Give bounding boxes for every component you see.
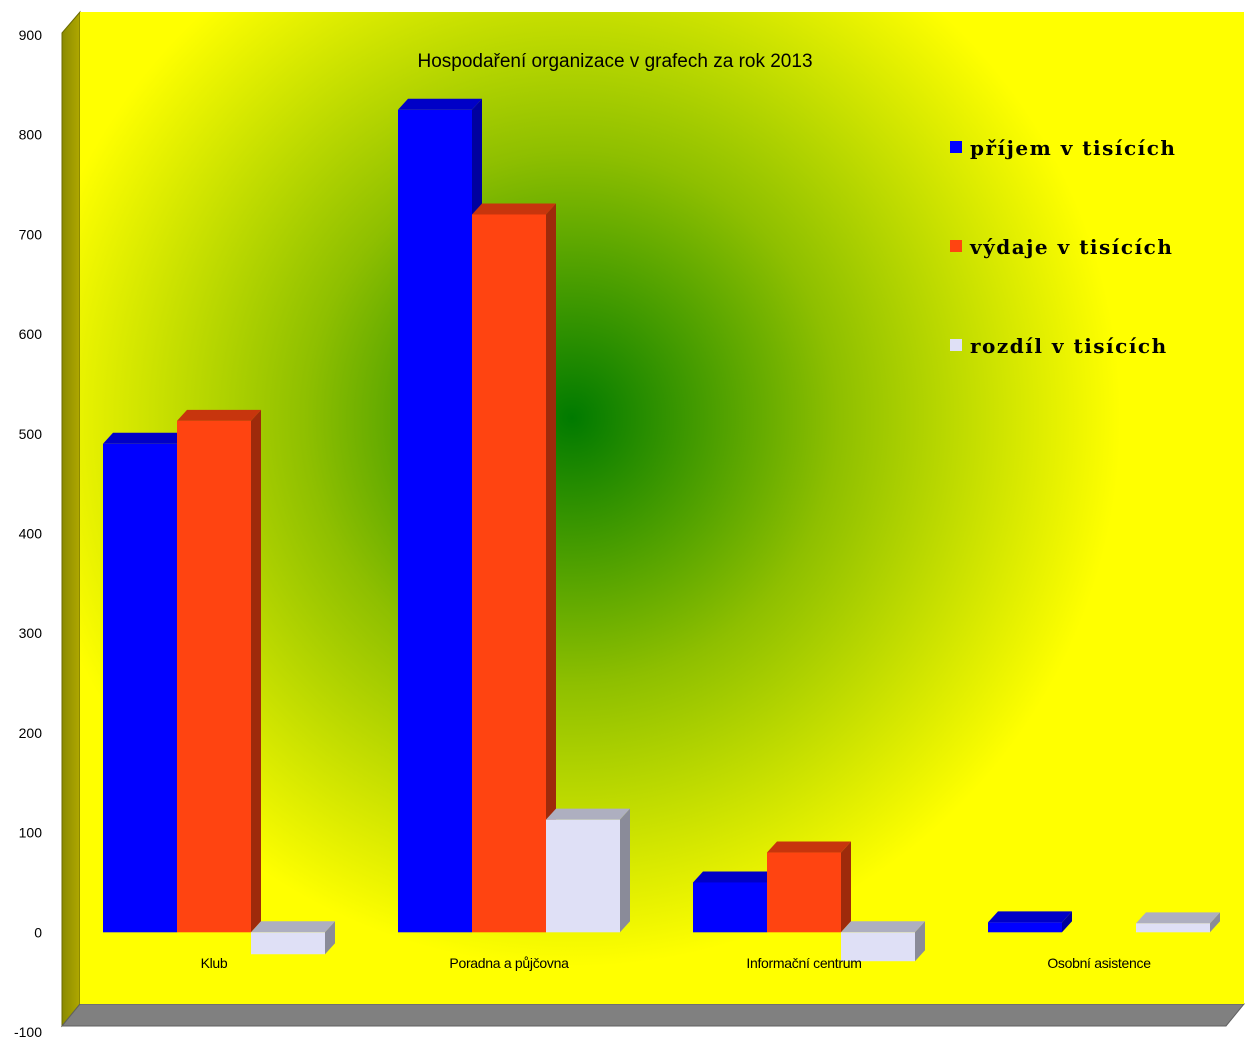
bar-front: [693, 882, 767, 933]
category-label: Osobní asistence: [1047, 955, 1151, 971]
side-wall: [61, 10, 81, 1028]
bar-front: [472, 214, 546, 933]
bar-side: [915, 921, 925, 962]
legend-swatch: [950, 339, 962, 351]
y-tick-label: -100: [14, 1024, 42, 1039]
bar: [103, 432, 187, 933]
bar-top: [1136, 912, 1220, 924]
bar: [767, 841, 851, 933]
bar: [472, 203, 556, 933]
bar-front: [767, 852, 841, 933]
category-label: Poradna a půjčovna: [449, 955, 569, 971]
y-tick-label: 600: [19, 326, 43, 342]
y-tick-label: 400: [19, 526, 43, 542]
chart-title: Hospodaření organizace v grafech za rok …: [417, 51, 812, 72]
plot-background: [80, 12, 1244, 1004]
bar: [177, 409, 261, 933]
bars: [103, 98, 1220, 962]
y-tick-label: 900: [19, 27, 43, 43]
bar-top: [398, 98, 482, 110]
bar-front: [251, 932, 325, 955]
bar-side: [1062, 911, 1072, 933]
bar-side: [620, 808, 630, 933]
y-tick-label: 500: [19, 426, 43, 442]
bar-top: [103, 432, 187, 444]
bar-side: [325, 921, 335, 955]
category-label: Informační centrum: [746, 955, 861, 971]
category-label: Klub: [201, 955, 228, 971]
bar-front: [988, 922, 1062, 933]
y-tick-label: 300: [19, 625, 43, 641]
bar-front: [103, 443, 177, 933]
bar-front: [546, 819, 620, 933]
bar-side: [841, 841, 851, 933]
bar-side: [1210, 912, 1220, 933]
bar: [251, 921, 335, 955]
bar-front: [841, 932, 915, 962]
legend-swatch: [950, 240, 962, 252]
y-tick-label: 700: [19, 226, 43, 242]
bar: [398, 98, 482, 933]
bar-side: [546, 203, 556, 933]
bar-top: [693, 871, 777, 883]
bar: [693, 871, 777, 933]
bar-front: [398, 109, 472, 933]
bar-top: [177, 409, 261, 421]
bar-top: [767, 841, 851, 853]
y-tick-label: 0: [34, 924, 42, 940]
y-tick-label: 800: [19, 127, 43, 143]
bar-front: [177, 420, 251, 933]
legend-label: výdaje v tisících: [969, 235, 1173, 259]
bar-top: [546, 808, 630, 820]
bar: [988, 911, 1072, 933]
legend-swatch: [950, 141, 962, 153]
legend-label: rozdíl v tisících: [970, 334, 1168, 358]
y-tick-label: 100: [19, 825, 43, 841]
bar: [546, 808, 630, 933]
bar-top: [472, 203, 556, 215]
bar-top: [988, 911, 1072, 923]
bar: [1136, 912, 1220, 933]
bar-top: [251, 921, 335, 933]
legend: příjem v tisících výdaje v tisících rozdíl…: [950, 136, 1176, 358]
floor: [60, 1003, 1246, 1027]
bar: [841, 921, 925, 962]
bar-front: [1136, 923, 1210, 933]
legend-label: příjem v tisících: [970, 136, 1176, 160]
y-axis: 900 800 700 600 500 400 300 200 100 0 -100: [14, 27, 42, 1039]
bar-side: [251, 409, 261, 933]
bar-top: [841, 921, 925, 933]
x-axis-labels: Klub Poradna a půjčovna Informační centrum…: [201, 955, 1152, 971]
y-tick-label: 200: [19, 725, 43, 741]
